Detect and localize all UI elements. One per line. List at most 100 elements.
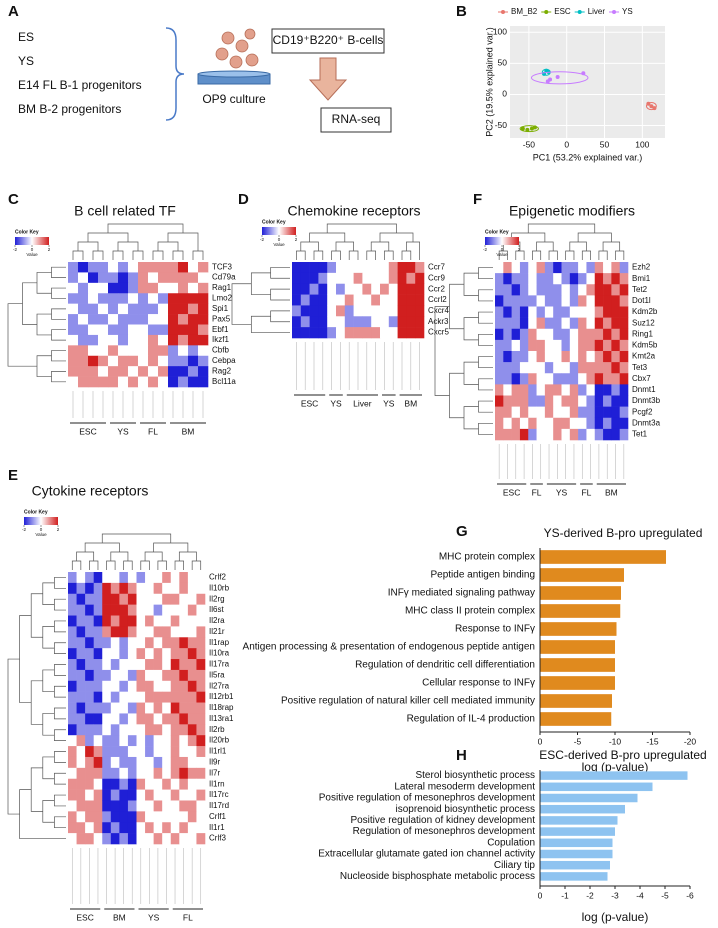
heatmap-cell: [519, 384, 529, 396]
heatmap-cell: [68, 293, 79, 304]
heatmap-cell: [145, 626, 154, 638]
heatmap-cell: [93, 756, 103, 769]
row-label: Il6st: [209, 605, 224, 614]
heatmap-cell: [153, 593, 163, 605]
category-label: Lateral mesoderm development: [394, 781, 535, 792]
row-label: Cd79a: [212, 273, 236, 282]
heatmap-cell: [78, 303, 89, 315]
row-label: Il9r: [209, 758, 220, 767]
heatmap-cell: [495, 384, 504, 396]
heatmap-cell: [187, 800, 197, 812]
heatmap-cell: [561, 373, 571, 385]
heatmap-cell: [561, 306, 571, 318]
heatmap-cell: [511, 373, 521, 385]
heatmap-cell: [336, 272, 346, 285]
heatmap-cell: [603, 384, 612, 396]
heatmap-cell: [102, 582, 112, 595]
heatmap-cell: [309, 294, 319, 306]
heatmap-cell: [153, 604, 163, 616]
heatmap-cell: [76, 800, 86, 812]
heatmap-cell: [569, 262, 579, 274]
row-label: Il18rap: [209, 703, 234, 712]
heatmap-cell: [528, 306, 537, 318]
heatmap-cell: [136, 604, 146, 616]
row-label: Dot1l: [632, 296, 651, 305]
heatmap-cell: [528, 362, 537, 374]
row-label: Il7r: [209, 768, 220, 777]
heatmap-cell: [519, 395, 529, 407]
heatmap-cell: [85, 626, 94, 638]
heatmap-cell: [415, 294, 425, 306]
heatmap-cell: [118, 314, 129, 325]
row-label: Dnmt3a: [632, 418, 661, 427]
heatmap-cell: [603, 317, 612, 330]
bar: [540, 816, 618, 825]
color-key-tick-label: 0: [40, 527, 43, 532]
dendrogram: [478, 400, 493, 413]
dendrogram: [191, 560, 202, 570]
heatmap-cell: [397, 294, 407, 306]
heatmap-cell: [76, 615, 86, 627]
heatmap-cell: [158, 324, 169, 336]
heatmap-cell: [110, 735, 120, 747]
heatmap-cell: [85, 778, 94, 790]
heatmap-cell: [93, 735, 103, 747]
heatmap-cell: [68, 615, 77, 627]
heatmap-cell: [536, 373, 546, 385]
heatmap-cell: [561, 273, 571, 285]
dendrogram: [7, 658, 20, 815]
heatmap-cell: [553, 339, 562, 352]
heatmap-cell: [318, 283, 328, 295]
heatmap-cell: [603, 428, 612, 441]
dendrogram: [598, 250, 608, 260]
heatmap-cell: [162, 637, 172, 649]
heatmap-cell: [136, 572, 146, 584]
panel-letter: B: [456, 3, 467, 20]
group-label: YS: [117, 426, 129, 436]
bar: [540, 782, 653, 792]
dendrogram: [478, 333, 493, 346]
heatmap-cell: [138, 376, 149, 388]
heatmap-cell: [309, 327, 319, 339]
heatmap-cell: [544, 262, 554, 274]
heatmap-cell: [544, 362, 554, 374]
heatmap-cell: [327, 262, 337, 274]
heatmap-cell: [119, 789, 129, 801]
heatmap-cell: [397, 272, 407, 285]
heatmap-cell: [578, 273, 587, 285]
heatmap-cell: [119, 778, 129, 790]
heatmap-cell: [68, 345, 79, 357]
heatmap-cell: [415, 272, 425, 285]
heatmap-cell: [162, 702, 172, 714]
heatmap-cell: [93, 582, 103, 595]
dendrogram: [615, 250, 625, 260]
row-label: Il10rb: [209, 583, 230, 592]
heatmap-cell: [611, 362, 620, 374]
heatmap-cell: [300, 262, 310, 274]
heatmap-cell: [118, 334, 129, 346]
category-label: Sterol biosynthetic process: [415, 770, 535, 781]
heatmap-cell: [188, 376, 199, 388]
dendrogram: [270, 310, 290, 323]
heatmap-cell: [611, 395, 620, 407]
dendrogram: [569, 241, 587, 251]
heatmap-cell: [170, 669, 180, 682]
heatmap-cell: [196, 626, 206, 638]
bar: [540, 568, 624, 582]
heatmap-cell: [415, 305, 425, 317]
heatmap-cell: [198, 366, 209, 377]
heatmap-cell: [198, 376, 209, 388]
heatmap-cell: [153, 680, 163, 692]
group-label: YS: [148, 912, 160, 922]
heatmap-cell: [187, 833, 197, 845]
row-label: Rag2: [212, 366, 232, 375]
x-tick-label: 50: [600, 139, 610, 149]
heatmap-cell: [119, 604, 129, 616]
heatmap-cell: [102, 680, 112, 692]
heatmap-cell: [619, 262, 629, 274]
heatmap-cell: [503, 406, 512, 419]
heatmap-cell: [162, 680, 172, 692]
heatmap-cell: [128, 366, 139, 377]
dendrogram: [123, 560, 133, 570]
heatmap-cell: [578, 284, 587, 296]
